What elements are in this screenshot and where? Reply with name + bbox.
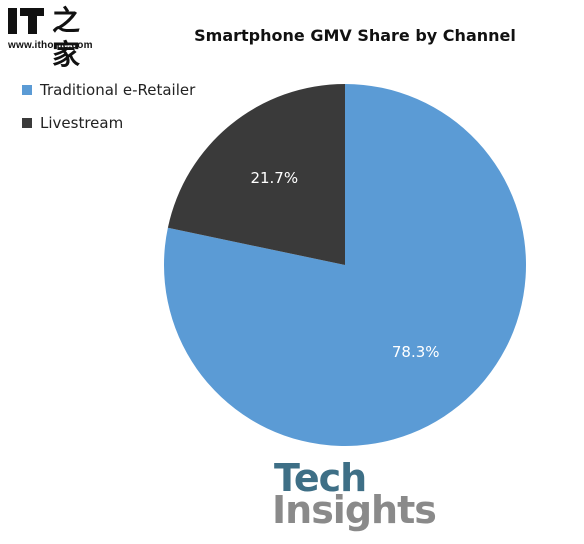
- ithome-logo: 之家 www.ithome.com: [8, 4, 98, 71]
- legend-label-livestream: Livestream: [40, 114, 124, 132]
- techinsights-logo: Tech Insights: [272, 456, 437, 538]
- legend-item-livestream: Livestream: [22, 113, 195, 133]
- legend-swatch-traditional: [22, 85, 32, 95]
- pie-label-livestream: 21.7%: [250, 169, 298, 187]
- chart-title: Smartphone GMV Share by Channel: [194, 26, 516, 45]
- it-logo-mark: [8, 6, 48, 38]
- legend-label-traditional: Traditional e-Retailer: [40, 81, 196, 99]
- pie-label-traditional: 78.3%: [392, 343, 440, 361]
- pie-slices: 78.3% 21.7%: [164, 84, 526, 446]
- logo-glyph: 之家: [52, 4, 81, 71]
- legend-swatch-livestream: [22, 118, 32, 128]
- logo-insights-text: Insights: [272, 488, 437, 532]
- logo-tech-text: Tech: [274, 456, 367, 500]
- logo-url: www.ithome.com: [8, 40, 93, 51]
- pie-slice-livestream: [167, 84, 345, 265]
- legend-item-traditional: Traditional e-Retailer: [22, 80, 195, 100]
- chart-legend: Traditional e-Retailer Livestream: [22, 80, 195, 146]
